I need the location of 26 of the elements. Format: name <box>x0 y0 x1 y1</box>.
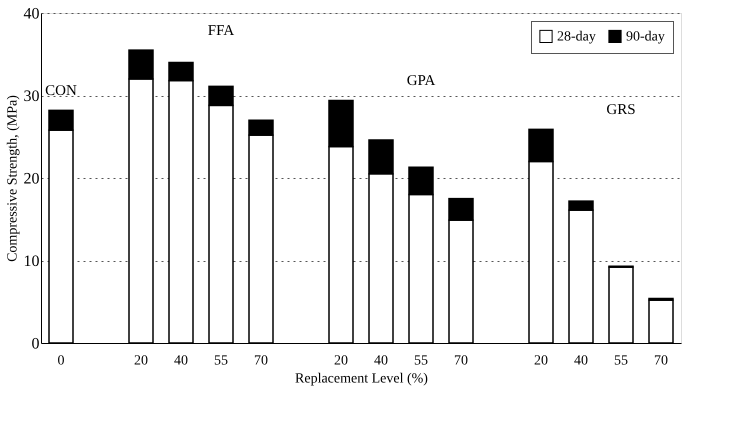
y-tick-label: 30 <box>24 88 40 105</box>
x-tick-label: 40 <box>174 354 188 368</box>
x-tick-label: 55 <box>214 354 228 368</box>
annotation: FFA <box>208 22 234 39</box>
y-tick-label: 40 <box>24 6 40 22</box>
legend-label: 90-day <box>626 29 665 44</box>
annotation: CON <box>45 82 77 99</box>
x-tick-label: 55 <box>614 354 628 368</box>
x-tick-label: 20 <box>134 354 148 368</box>
x-tick-label: 70 <box>254 354 268 368</box>
x-tick-label: 20 <box>334 354 348 368</box>
x-tick-label: 40 <box>574 354 588 368</box>
legend-label: 28-day <box>557 29 596 44</box>
y-tick-label: 10 <box>24 253 40 270</box>
annotation: GPA <box>406 73 436 90</box>
x-axis-title: Replacement Level (%) <box>295 372 428 386</box>
x-tick-label: 55 <box>414 354 428 368</box>
y-tick-label: 0 <box>32 336 40 352</box>
y-tick-label: 20 <box>24 170 40 188</box>
x-tick-label: 0 <box>58 354 64 368</box>
x-tick-label: 70 <box>454 354 468 368</box>
x-tick-label: 20 <box>534 354 548 368</box>
x-tick-label: 70 <box>654 354 668 368</box>
x-tick-label: 40 <box>374 354 388 368</box>
annotation: GRS <box>606 102 636 118</box>
y-axis-title: Compressive Strength, (MPa) <box>6 94 20 262</box>
